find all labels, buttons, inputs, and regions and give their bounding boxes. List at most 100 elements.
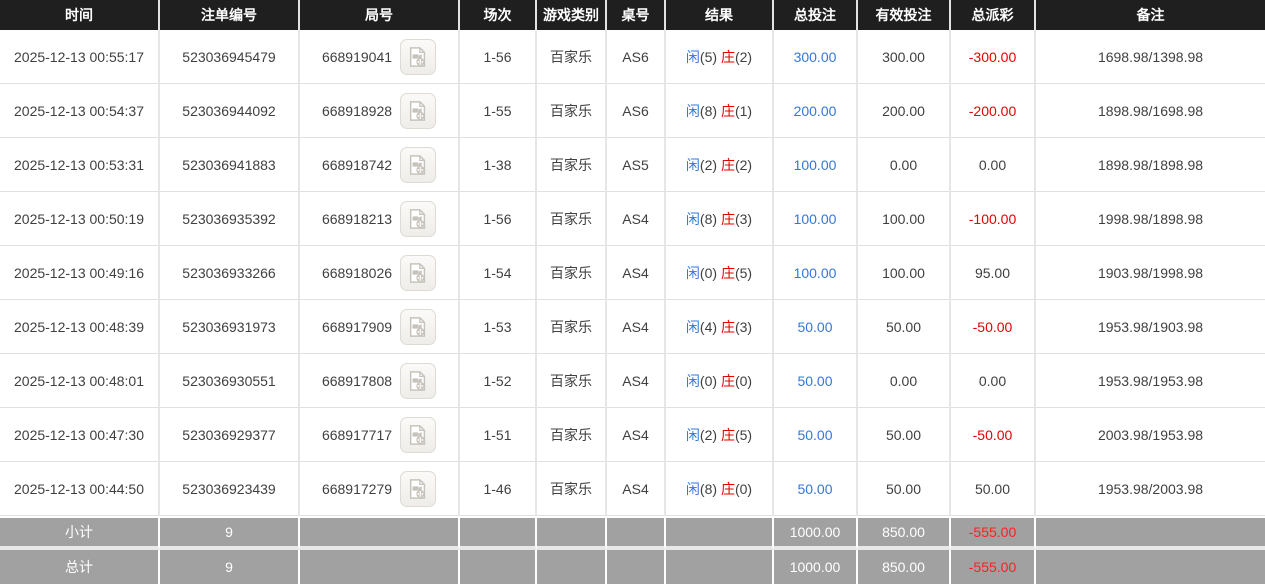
cell-session: 1-51	[460, 408, 537, 462]
video-replay-button[interactable]	[400, 200, 437, 237]
cell-remark: 2003.98/1953.98	[1036, 408, 1265, 462]
video-file-icon	[409, 100, 426, 121]
cell-bet-id: 523036945479	[160, 30, 300, 84]
video-replay-button[interactable]	[400, 92, 437, 129]
cell-session: 1-55	[460, 84, 537, 138]
video-replay-button[interactable]	[400, 38, 437, 75]
cell-game-type: 百家乐	[537, 30, 607, 84]
summary-total-bet: 1000.00	[774, 516, 858, 550]
banker-result-label: 庄	[720, 156, 735, 173]
round-id-text: 668918026	[321, 264, 393, 281]
cell-table-no: AS6	[607, 84, 666, 138]
cell-bet-id: 523036930551	[160, 354, 300, 408]
cell-game-type: 百家乐	[537, 246, 607, 300]
cell-total-bet[interactable]: 50.00	[774, 300, 858, 354]
cell-total-bet[interactable]: 100.00	[774, 192, 858, 246]
cell-valid-bet: 200.00	[858, 84, 951, 138]
column-header-session: 场次	[460, 0, 537, 30]
cell-remark: 1953.98/1953.98	[1036, 354, 1265, 408]
banker-result-score: (5)	[734, 264, 753, 281]
cell-game-type: 百家乐	[537, 462, 607, 516]
player-result-label: 闲	[685, 264, 700, 281]
video-replay-button[interactable]	[400, 470, 437, 507]
player-result-score: (5)	[699, 48, 718, 65]
cell-total-bet[interactable]: 50.00	[774, 354, 858, 408]
video-replay-button[interactable]	[400, 308, 437, 345]
round-id-text: 668917808	[321, 372, 393, 389]
summary-label: 总计	[0, 550, 160, 584]
cell-result: 闲(4) 庄(3)	[666, 300, 774, 354]
cell-bet-id: 523036944092	[160, 84, 300, 138]
cell-remark: 1903.98/1998.98	[1036, 246, 1265, 300]
cell-table-no: AS4	[607, 408, 666, 462]
cell-table-no: AS4	[607, 462, 666, 516]
cell-payout: -300.00	[951, 30, 1036, 84]
cell-payout: -200.00	[951, 84, 1036, 138]
column-header-payout: 总派彩	[951, 0, 1036, 30]
column-header-table-no: 桌号	[607, 0, 666, 30]
cell-total-bet[interactable]: 300.00	[774, 30, 858, 84]
cell-remark: 1998.98/1898.98	[1036, 192, 1265, 246]
cell-round-id: 668918742	[300, 138, 460, 192]
cell-table-no: AS4	[607, 192, 666, 246]
cell-remark: 1898.98/1898.98	[1036, 138, 1265, 192]
player-result-label: 闲	[685, 480, 700, 497]
cell-total-bet[interactable]: 100.00	[774, 138, 858, 192]
cell-total-bet[interactable]: 200.00	[774, 84, 858, 138]
cell-time: 2025-12-13 00:55:17	[0, 30, 160, 84]
video-replay-button[interactable]	[400, 254, 437, 291]
banker-result-label: 庄	[720, 426, 735, 443]
cell-game-type: 百家乐	[537, 408, 607, 462]
cell-total-bet[interactable]: 50.00	[774, 462, 858, 516]
cell-time: 2025-12-13 00:54:37	[0, 84, 160, 138]
player-result-score: (8)	[699, 480, 718, 497]
summary-payout: -555.00	[951, 550, 1036, 584]
player-result-score: (4)	[699, 318, 718, 335]
table-header: 时间 注单编号 局号 场次 游戏类别 桌号 结果 总投注 有效投注 总派彩 备注	[0, 0, 1265, 30]
player-result-score: (0)	[699, 264, 718, 281]
summary-count: 9	[160, 516, 300, 550]
player-result-score: (2)	[699, 156, 718, 173]
banker-result-label: 庄	[720, 318, 735, 335]
cell-result: 闲(8) 庄(1)	[666, 84, 774, 138]
cell-round-id: 668918213	[300, 192, 460, 246]
cell-time: 2025-12-13 00:44:50	[0, 462, 160, 516]
cell-total-bet[interactable]: 50.00	[774, 408, 858, 462]
cell-bet-id: 523036941883	[160, 138, 300, 192]
column-header-remark: 备注	[1036, 0, 1265, 30]
cell-payout: 95.00	[951, 246, 1036, 300]
cell-game-type: 百家乐	[537, 354, 607, 408]
video-replay-button[interactable]	[400, 416, 437, 453]
cell-payout: 0.00	[951, 138, 1036, 192]
cell-round-id: 668918026	[300, 246, 460, 300]
summary-count: 9	[160, 550, 300, 584]
cell-table-no: AS4	[607, 246, 666, 300]
table-row: 2025-12-13 00:55:17 523036945479 6689190…	[0, 30, 1265, 84]
cell-valid-bet: 300.00	[858, 30, 951, 84]
cell-game-type: 百家乐	[537, 192, 607, 246]
cell-round-id: 668917717	[300, 408, 460, 462]
cell-session: 1-54	[460, 246, 537, 300]
round-id-text: 668917279	[321, 480, 393, 497]
cell-table-no: AS4	[607, 354, 666, 408]
cell-result: 闲(8) 庄(0)	[666, 462, 774, 516]
cell-remark: 1953.98/2003.98	[1036, 462, 1265, 516]
cell-bet-id: 523036931973	[160, 300, 300, 354]
cell-remark: 1898.98/1698.98	[1036, 84, 1265, 138]
player-result-label: 闲	[685, 318, 700, 335]
cell-session: 1-38	[460, 138, 537, 192]
cell-result: 闲(5) 庄(2)	[666, 30, 774, 84]
cell-total-bet[interactable]: 100.00	[774, 246, 858, 300]
video-file-icon	[409, 154, 426, 175]
cell-time: 2025-12-13 00:48:01	[0, 354, 160, 408]
cell-table-no: AS5	[607, 138, 666, 192]
video-replay-button[interactable]	[400, 362, 437, 399]
video-replay-button[interactable]	[400, 146, 437, 183]
round-id-text: 668918213	[321, 210, 393, 227]
cell-payout: -100.00	[951, 192, 1036, 246]
grand-total-row: 总计 9 1000.00 850.00 -555.00	[0, 550, 1265, 584]
summary-total-bet: 1000.00	[774, 550, 858, 584]
player-result-label: 闲	[685, 102, 700, 119]
column-header-valid-bet: 有效投注	[858, 0, 951, 30]
